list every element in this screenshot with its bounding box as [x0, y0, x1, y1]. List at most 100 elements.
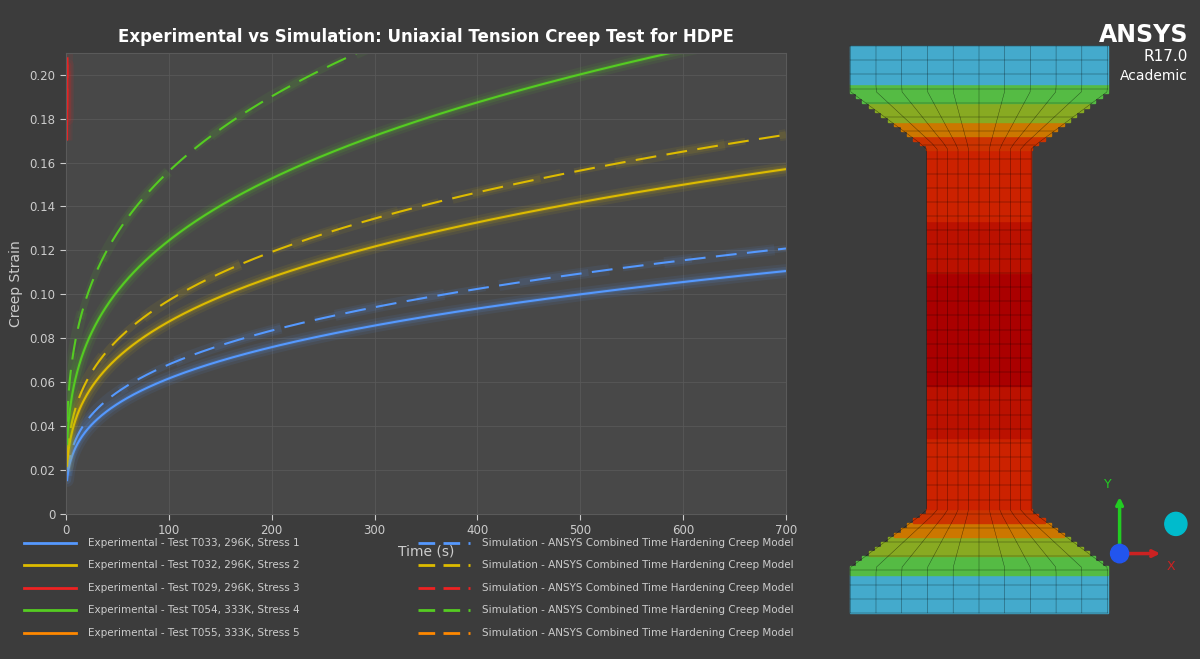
Bar: [900, 127, 1057, 131]
Bar: [926, 495, 1031, 500]
Bar: [926, 330, 1031, 334]
Bar: [913, 136, 1044, 140]
Bar: [851, 55, 1108, 60]
Bar: [926, 372, 1031, 377]
Bar: [926, 301, 1031, 306]
Text: Experimental - Test T055, 333K, Stress 5: Experimental - Test T055, 333K, Stress 5: [89, 627, 300, 638]
Bar: [926, 349, 1031, 353]
Bar: [926, 480, 1031, 485]
Bar: [926, 315, 1031, 320]
Bar: [926, 410, 1031, 415]
Bar: [869, 552, 1090, 556]
Bar: [926, 405, 1031, 410]
Bar: [926, 362, 1031, 367]
Text: Experimental - Test T029, 296K, Stress 3: Experimental - Test T029, 296K, Stress 3: [89, 583, 300, 593]
Bar: [926, 207, 1031, 212]
Bar: [926, 169, 1031, 173]
Bar: [851, 580, 1108, 585]
Bar: [851, 589, 1108, 594]
Bar: [888, 537, 1070, 542]
Bar: [851, 60, 1108, 65]
Bar: [851, 46, 1108, 51]
Ellipse shape: [1110, 544, 1129, 563]
Bar: [926, 447, 1031, 452]
Bar: [900, 528, 1057, 532]
Title: Experimental vs Simulation: Uniaxial Tension Creep Test for HDPE: Experimental vs Simulation: Uniaxial Ten…: [118, 28, 734, 45]
Bar: [926, 504, 1031, 509]
Bar: [926, 367, 1031, 372]
Bar: [882, 112, 1076, 117]
Bar: [926, 395, 1031, 400]
Bar: [894, 122, 1063, 127]
Bar: [856, 561, 1102, 565]
Bar: [926, 273, 1031, 277]
Bar: [926, 353, 1031, 358]
Bar: [926, 500, 1031, 504]
Bar: [919, 140, 1038, 145]
Text: Experimental - Test T032, 296K, Stress 2: Experimental - Test T032, 296K, Stress 2: [89, 560, 300, 571]
Bar: [926, 192, 1031, 197]
Bar: [926, 415, 1031, 419]
Bar: [926, 173, 1031, 179]
Bar: [875, 547, 1082, 552]
Bar: [882, 542, 1076, 547]
Bar: [926, 188, 1031, 192]
Text: Simulation - ANSYS Combined Time Hardening Creep Model: Simulation - ANSYS Combined Time Hardeni…: [482, 538, 794, 548]
Bar: [926, 249, 1031, 254]
X-axis label: Time (s): Time (s): [398, 544, 454, 558]
Bar: [926, 155, 1031, 159]
Bar: [856, 94, 1102, 98]
Bar: [926, 197, 1031, 202]
Bar: [926, 471, 1031, 476]
Bar: [926, 164, 1031, 169]
Bar: [851, 604, 1108, 608]
Bar: [888, 117, 1070, 122]
Bar: [851, 575, 1108, 580]
Bar: [894, 532, 1063, 537]
Bar: [851, 84, 1108, 88]
Bar: [869, 103, 1090, 107]
Bar: [926, 339, 1031, 344]
Bar: [926, 235, 1031, 240]
Text: Simulation - ANSYS Combined Time Hardening Creep Model: Simulation - ANSYS Combined Time Hardeni…: [482, 605, 794, 616]
Bar: [926, 377, 1031, 382]
Bar: [926, 225, 1031, 230]
Text: Simulation - ANSYS Combined Time Hardening Creep Model: Simulation - ANSYS Combined Time Hardeni…: [482, 583, 794, 593]
Bar: [851, 570, 1108, 575]
Bar: [926, 476, 1031, 480]
Bar: [926, 386, 1031, 391]
Bar: [851, 79, 1108, 84]
Text: Simulation - ANSYS Combined Time Hardening Creep Model: Simulation - ANSYS Combined Time Hardeni…: [482, 560, 794, 571]
Bar: [926, 282, 1031, 287]
Text: Experimental - Test T033, 296K, Stress 1: Experimental - Test T033, 296K, Stress 1: [89, 538, 300, 548]
Text: ANSYS: ANSYS: [1098, 23, 1188, 47]
Bar: [926, 325, 1031, 330]
Bar: [851, 594, 1108, 598]
Text: X: X: [1168, 560, 1176, 573]
Bar: [926, 202, 1031, 207]
Bar: [926, 452, 1031, 457]
Bar: [926, 391, 1031, 395]
Bar: [851, 88, 1108, 94]
Bar: [863, 556, 1096, 561]
Bar: [926, 443, 1031, 447]
Bar: [926, 462, 1031, 467]
Bar: [926, 344, 1031, 349]
Bar: [926, 485, 1031, 490]
Bar: [926, 212, 1031, 216]
Bar: [919, 514, 1038, 519]
Bar: [926, 216, 1031, 221]
Bar: [926, 240, 1031, 244]
Bar: [926, 306, 1031, 310]
Bar: [926, 490, 1031, 495]
Bar: [926, 145, 1032, 150]
Bar: [926, 292, 1031, 297]
Bar: [907, 131, 1051, 136]
Bar: [926, 310, 1031, 315]
Bar: [926, 424, 1031, 428]
Text: Simulation - ANSYS Combined Time Hardening Creep Model: Simulation - ANSYS Combined Time Hardeni…: [482, 627, 794, 638]
Bar: [926, 382, 1031, 386]
Bar: [926, 434, 1031, 438]
Bar: [926, 179, 1031, 183]
Y-axis label: Creep Strain: Creep Strain: [8, 240, 23, 327]
